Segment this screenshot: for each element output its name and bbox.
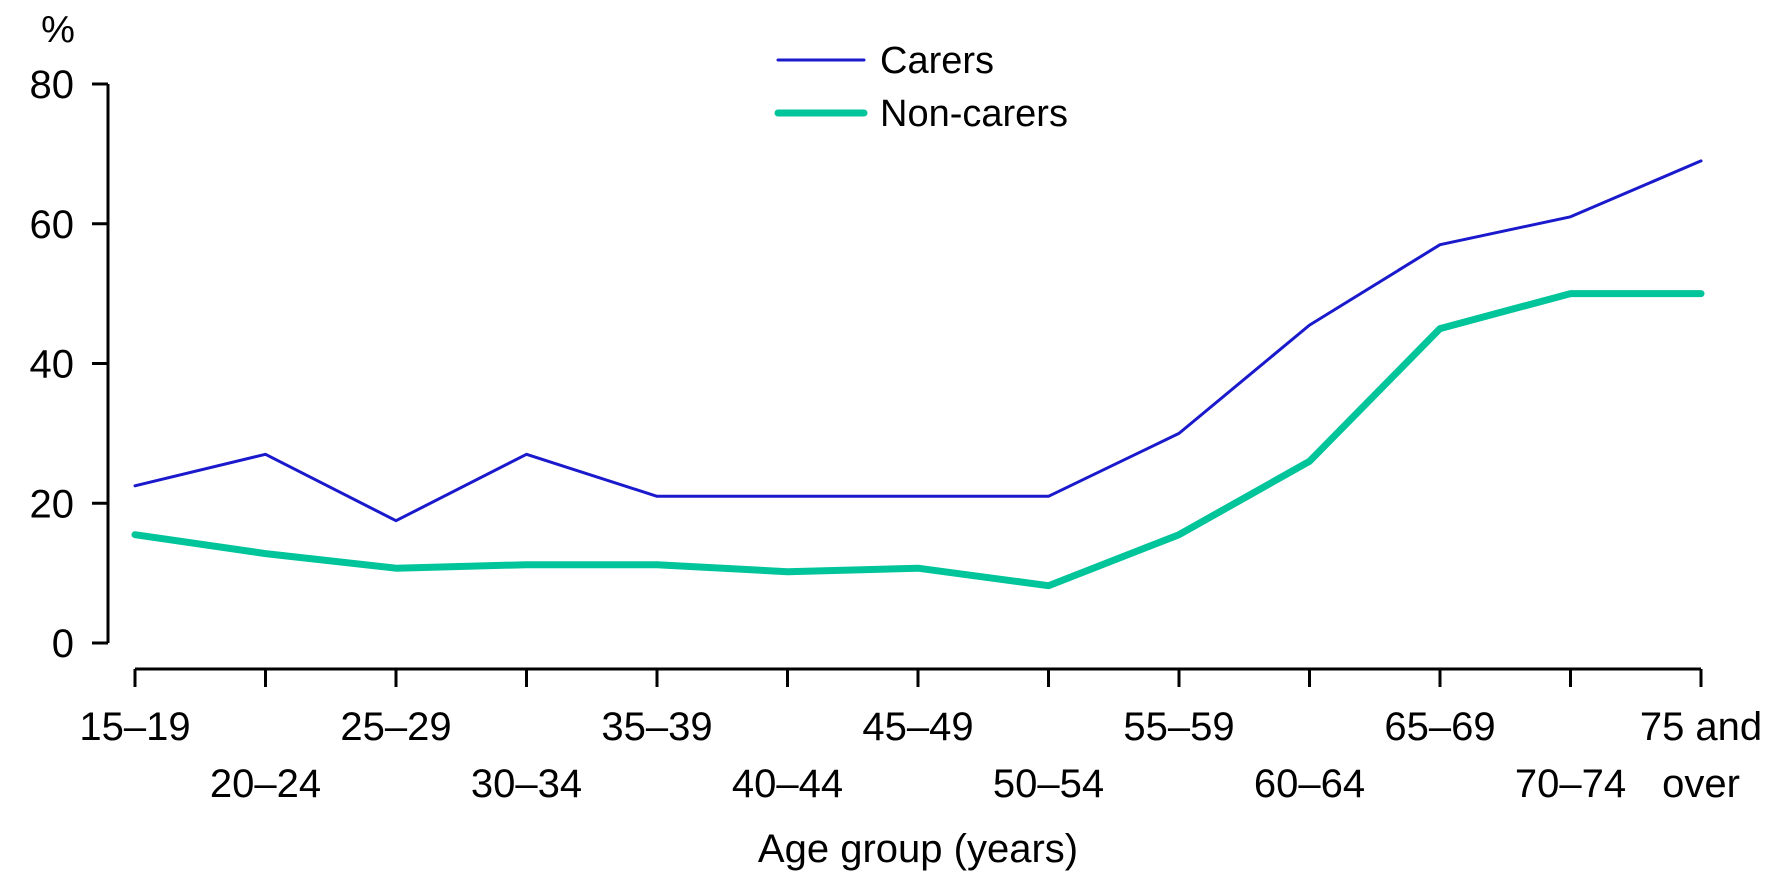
legend: Carers Non-carers <box>778 40 1068 135</box>
x-tick-label: 25–29 <box>340 705 451 749</box>
x-tick-label: 45–49 <box>862 705 973 749</box>
x-tick-label: 20–24 <box>210 762 321 806</box>
legend-label: Carers <box>880 40 994 82</box>
x-tick-label: 60–64 <box>1254 762 1365 806</box>
x-tick-label: 55–59 <box>1123 705 1234 749</box>
x-tick-label: 65–69 <box>1384 705 1495 749</box>
y-tick-label: 0 <box>52 622 74 666</box>
x-tick-label: over <box>1662 762 1740 806</box>
x-tick-label: 75 and <box>1640 705 1762 749</box>
x-tick-label: 70–74 <box>1515 762 1626 806</box>
y-tick-label: 20 <box>30 482 75 526</box>
y-tick-label: 80 <box>30 63 75 107</box>
y-tick-label: 40 <box>30 343 75 387</box>
series-line-0 <box>135 161 1701 521</box>
series-lines <box>135 161 1701 586</box>
x-tick-label: 50–54 <box>993 762 1104 806</box>
x-tick-label: 15–19 <box>79 705 190 749</box>
y-axis-unit-label: % <box>41 9 75 51</box>
x-axis: 15–19 20–24 25–29 30–34 35–39 40–44 45–49 50–54… <box>79 669 1762 806</box>
y-tick-label: 60 <box>30 203 75 247</box>
x-tick-label: 35–39 <box>601 705 712 749</box>
y-axis: 0 20 40 60 80 <box>30 63 109 666</box>
x-tick-label: 40–44 <box>732 762 843 806</box>
x-axis-title: Age group (years) <box>758 827 1078 871</box>
legend-label: Non-carers <box>880 93 1068 135</box>
x-tick-label: 30–34 <box>471 762 582 806</box>
series-line-1 <box>135 294 1701 586</box>
